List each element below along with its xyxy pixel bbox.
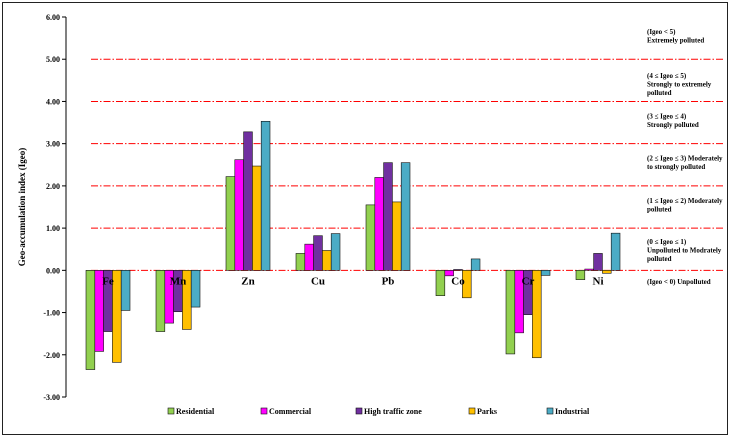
category-label: Cr xyxy=(522,275,535,287)
legend-label: Commercial xyxy=(269,407,312,416)
legend-label: Parks xyxy=(477,407,497,416)
y-tick-label: 6.00 xyxy=(46,13,60,22)
legend-label: Industrial xyxy=(555,407,590,416)
threshold-annotation: Strongly to extremely xyxy=(647,81,712,89)
legend-label: Residential xyxy=(176,407,215,416)
bar xyxy=(392,201,402,271)
bar xyxy=(322,250,332,271)
threshold-annotation: to strongly polluted xyxy=(647,163,705,171)
category-label: Fe xyxy=(102,275,114,287)
bar xyxy=(462,270,472,299)
bar xyxy=(610,232,621,271)
category-label: Ni xyxy=(593,275,604,287)
bar xyxy=(365,204,376,271)
legend-label: High traffic zone xyxy=(364,407,422,416)
threshold-annotation: (0 ≤ Igeo ≤ 1) xyxy=(647,238,687,246)
category-label: Mn xyxy=(170,275,187,287)
threshold-annotation: (3 ≤ Igeo ≤ 4) xyxy=(647,112,687,120)
category-label: Cu xyxy=(311,275,325,287)
bar xyxy=(540,270,551,276)
bar xyxy=(374,177,384,271)
bar xyxy=(85,270,96,370)
threshold-annotation: (Igeo < 0) Unpolluted xyxy=(647,278,711,286)
bar xyxy=(602,270,612,274)
bar xyxy=(234,159,244,271)
bar xyxy=(435,270,446,296)
y-axis-label: Geo-accumulation index (Igeo) xyxy=(17,148,27,267)
threshold-annotation: (4 ≤ Igeo ≤ 5) xyxy=(647,72,687,80)
bar xyxy=(383,162,393,271)
bar xyxy=(260,120,271,271)
bar xyxy=(225,176,236,271)
category-label: Pb xyxy=(382,275,395,287)
y-tick-label: 0.00 xyxy=(46,266,60,275)
threshold-annotation: (2 ≤ Igeo ≤ 3) Moderately xyxy=(647,155,723,163)
bar xyxy=(304,243,314,271)
bar xyxy=(453,269,463,271)
igeo-bar-chart: Geo-accumulation index (Igeo) 6.00 5.00 4.0… xyxy=(17,13,725,416)
y-tick-label: 3.00 xyxy=(46,140,60,149)
legend-swatch xyxy=(546,407,554,415)
bar xyxy=(330,233,341,271)
category-label: Zn xyxy=(241,275,254,287)
legend-swatch xyxy=(167,407,175,415)
category-label: Co xyxy=(451,275,465,287)
bar xyxy=(444,270,454,277)
bar xyxy=(593,253,603,271)
threshold-annotation: Unpolluted to Modrately xyxy=(647,247,722,255)
bar xyxy=(252,165,262,271)
threshold-annotation: polluted xyxy=(647,205,672,213)
y-tick-label: 1.00 xyxy=(46,224,60,233)
y-tick-label: -3.00 xyxy=(43,393,60,402)
chart-frame: Geo-accumulation index (Igeo) 6.00 5.00 4.0… xyxy=(2,2,728,435)
threshold-annotation: Strongly polluted xyxy=(647,121,699,129)
threshold-annotation: polluted xyxy=(647,89,672,97)
bar xyxy=(575,270,586,280)
bar xyxy=(155,270,166,332)
bar xyxy=(243,131,253,271)
bar xyxy=(190,270,201,308)
y-tick-label: 2.00 xyxy=(46,182,60,191)
bar xyxy=(120,270,131,311)
legend-swatch xyxy=(355,407,363,415)
bar xyxy=(505,270,516,355)
bar xyxy=(295,253,306,271)
threshold-annotation: (Igeo < 5) xyxy=(647,28,676,36)
bar xyxy=(470,258,481,271)
legend-swatch xyxy=(260,407,268,415)
bar xyxy=(112,270,122,363)
y-tick-label: 5.00 xyxy=(46,55,60,64)
bar xyxy=(313,235,323,271)
y-tick-label: 4.00 xyxy=(46,97,60,106)
bar xyxy=(400,162,411,271)
threshold-annotation: polluted xyxy=(647,255,672,263)
threshold-annotation: Extremely polluted xyxy=(647,36,704,44)
bar xyxy=(532,270,542,359)
bar xyxy=(584,268,594,271)
y-tick-label: -2.00 xyxy=(43,351,60,360)
legend-swatch xyxy=(468,407,476,415)
y-tick-label: -1.00 xyxy=(43,309,60,318)
threshold-annotation: (1 ≤ Igeo ≤ 2) Moderately xyxy=(647,197,723,205)
